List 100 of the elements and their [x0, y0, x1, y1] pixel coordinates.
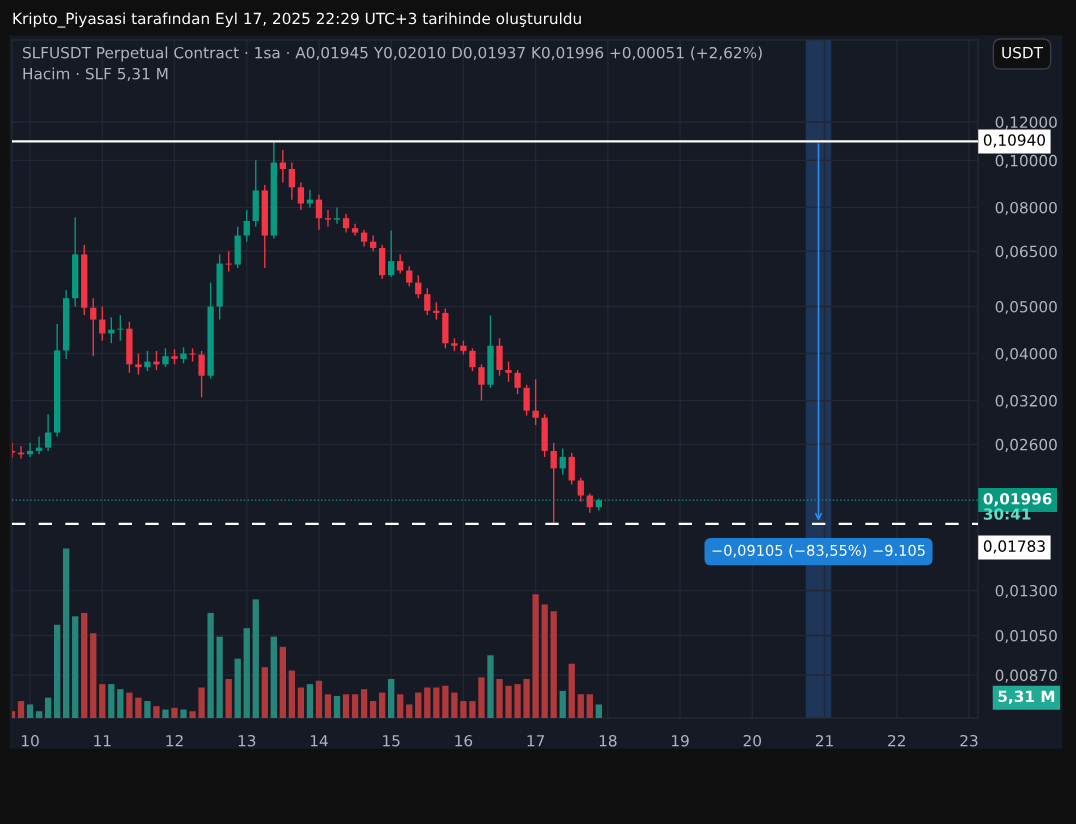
bar [559, 690, 566, 718]
bar [523, 679, 530, 718]
y-tick-label: 0,05000 [995, 300, 1057, 315]
bar [153, 706, 160, 718]
bar [378, 692, 386, 718]
candlestick [523, 384, 530, 417]
bar [406, 704, 413, 718]
x-tick-label: 16 [455, 734, 473, 747]
bar [315, 680, 323, 718]
bar [333, 695, 341, 718]
bar [595, 704, 602, 718]
bar [252, 599, 259, 718]
candlestick [505, 360, 512, 383]
bar [216, 636, 223, 718]
x-tick-label: 18 [599, 734, 617, 747]
bar [234, 658, 241, 718]
bar [225, 679, 232, 718]
candlestick [514, 369, 521, 395]
bar [288, 670, 296, 718]
bar [63, 548, 70, 718]
candlestick [117, 314, 124, 342]
y-tick-label: 0,04000 [995, 348, 1057, 362]
bar [442, 685, 449, 718]
annotation: −0,09105 (−83,55%) −9.105 [712, 544, 925, 558]
bar [162, 709, 169, 718]
bar [81, 612, 88, 718]
bar [424, 687, 431, 718]
bar [577, 694, 584, 718]
bar [17, 701, 25, 718]
bar [297, 687, 305, 718]
candlestick [406, 265, 413, 288]
bar [108, 684, 115, 718]
chart-title: Kripto_Piyasasi tarafından Eyl 17, 2025 22:29 UTC+3 tarihinde oluşturuldu [13, 12, 581, 28]
x-tick-label: 11 [94, 735, 111, 747]
x-tick-label: 14 [310, 735, 328, 747]
bar [369, 701, 377, 718]
x-tick-label: 17 [527, 735, 545, 747]
bar [351, 694, 359, 718]
candlestick [243, 209, 250, 243]
x-tick-label: 20 [743, 734, 761, 747]
bar [342, 694, 350, 718]
bar [487, 655, 494, 718]
candlestick [532, 378, 539, 426]
candlestick [559, 447, 566, 476]
y-tick-label: 0,12000 [995, 116, 1057, 130]
bar [207, 612, 214, 718]
candlestick [469, 347, 476, 372]
candlestick [44, 413, 52, 452]
y-tick-label: 0,10000 [995, 154, 1057, 168]
bar [99, 684, 106, 718]
bar [306, 684, 314, 718]
bar [270, 636, 277, 718]
candlestick [586, 492, 593, 514]
candlestick [162, 347, 169, 368]
ref-line-label: 0,01783 [983, 540, 1045, 554]
x-tick-label: 22 [888, 734, 905, 747]
bar [415, 692, 422, 718]
y-tick-label: 0,03200 [995, 395, 1057, 409]
bar [171, 707, 178, 718]
bar [243, 628, 250, 718]
bar [478, 677, 485, 718]
ref-line-label: 0,10940 [983, 134, 1045, 148]
candlestick [315, 193, 323, 231]
bar [144, 701, 151, 718]
bar [514, 684, 521, 718]
candlestick [135, 352, 142, 376]
candlestick [279, 149, 286, 184]
bar [550, 611, 557, 718]
y-tick-label: 0,01050 [995, 629, 1057, 644]
candlestick [388, 229, 395, 278]
y-tick-label: 0,08000 [995, 201, 1057, 215]
bar [469, 701, 476, 718]
bar [90, 633, 97, 718]
bar [35, 711, 43, 718]
candlestick [568, 451, 575, 486]
ref-line-label: 0,01996 [983, 492, 1052, 507]
y-tick-label: 0,06500 [995, 245, 1057, 259]
candlestick [144, 350, 151, 372]
candlestick [333, 206, 341, 225]
bar [496, 679, 503, 718]
bar [72, 616, 79, 718]
chart-subtitle: SLFUSDT Perpetual Contract · 1sa · A0,01945 Y0,02010 D0,01937 K0,01996 +0,00051 (+2,62%) [23, 46, 762, 62]
candlestick [90, 297, 97, 357]
bar [586, 694, 593, 718]
x-tick-label: 21 [815, 734, 833, 747]
bar [53, 624, 61, 718]
bar [26, 704, 34, 718]
candlestick [550, 442, 557, 525]
bar [180, 709, 187, 718]
bar [279, 646, 286, 718]
candlestick [297, 181, 305, 211]
bar [388, 679, 395, 718]
bar [460, 701, 467, 718]
bar [451, 692, 458, 718]
x-tick-label: 15 [383, 735, 400, 747]
bar [117, 689, 124, 718]
bar [433, 687, 440, 718]
bar [532, 594, 539, 718]
bar [44, 697, 52, 718]
x-tick-label: 12 [166, 734, 183, 747]
